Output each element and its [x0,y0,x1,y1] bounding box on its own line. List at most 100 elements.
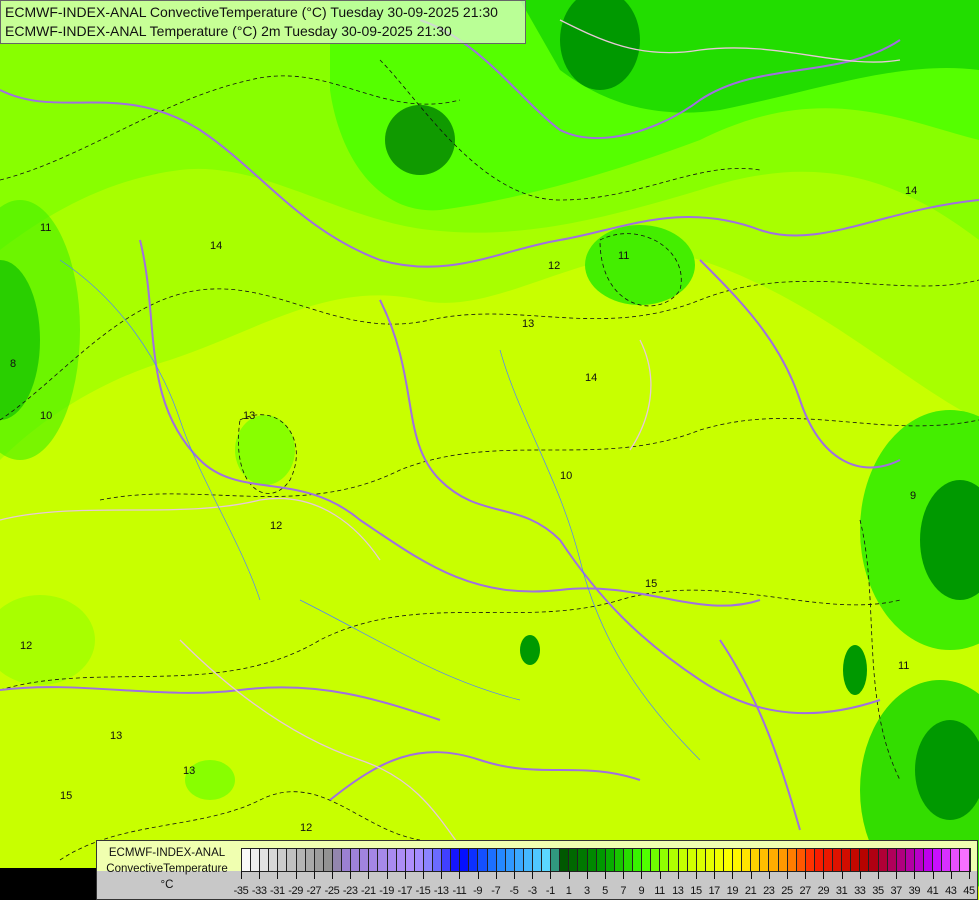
legend-tick-label: 19 [726,885,739,897]
legend-tick [423,871,424,879]
legend-cell [696,849,706,871]
legend-cell [705,849,715,871]
legend-cell [723,849,734,871]
legend-cell [369,849,379,871]
contour-label: 10 [40,410,53,422]
legend-tick [295,871,297,879]
legend-tick [605,871,606,879]
legend-tick [568,871,570,879]
contour-label: 8 [10,358,17,370]
rivers [59,259,701,761]
legend-cell [651,849,661,871]
legend-tick [586,871,588,879]
legend-tick [532,871,534,879]
legend-cell [323,849,333,871]
legend-tick-label: 45 [963,885,975,897]
title-2m-temperature: ECMWF-INDEX-ANAL Temperature (°C) 2m Tue… [5,23,452,39]
legend-cell [387,849,397,871]
legend-cell [305,849,315,871]
legend-tick-label: 7 [620,885,627,897]
legend-cell [814,849,824,871]
legend-cell [278,849,288,871]
legend-cell [423,849,433,871]
legend-cell [687,849,697,871]
legend-tick-label: -5 [509,885,519,897]
legend-cell [924,849,934,871]
contour-label: 9 [910,490,917,502]
legend-tick [259,871,261,879]
legend-tick [805,871,807,879]
legend-tick-label: -19 [379,885,394,897]
legend-cell [914,849,925,871]
legend-cell [605,849,615,871]
legend-cell [542,849,552,871]
legend-model: ECMWF-INDEX-ANAL [108,847,226,859]
contour-label: 11 [898,660,910,672]
legend-tick-label: 27 [799,885,811,897]
legend-cell [587,849,597,871]
legend-tick-label: 35 [872,885,884,897]
legend-tick [441,871,443,879]
legend-cell [487,849,497,871]
legend-cell [442,849,452,871]
legend-tick [241,871,242,879]
legend-tick-label: -27 [306,885,322,897]
legend-tick-label: -9 [473,885,483,897]
legend-cell [896,849,906,871]
legend-cell [496,849,506,871]
legend-tick-label: 43 [945,885,957,897]
contour-label: 13 [522,318,535,330]
legend-tick [696,871,697,879]
legend-tick-label: -33 [251,885,267,897]
legend-cell [533,849,543,871]
legend-cell [414,849,424,871]
legend-tick-label: 41 [926,885,939,897]
corner-fill [0,868,96,900]
legend-cell [733,849,743,871]
legend-cell [432,849,443,871]
legend-tick-label: -25 [324,885,340,897]
legend-tick-label: 17 [708,885,720,897]
legend-tick [641,871,643,879]
contour-label: 15 [60,790,73,802]
legend-cell [405,849,415,871]
legend-cell [269,849,279,871]
legend-cell [951,849,961,871]
legend-tick [404,871,406,879]
legend-cell [805,849,815,871]
title-convective-temperature: ECMWF-INDEX-ANAL ConvectiveTemperature (… [5,4,498,20]
legend-tick [368,871,370,879]
legend-tick [313,871,315,879]
legend-tick-label: 25 [781,885,793,897]
legend-cell [778,849,788,871]
legend-cell [851,849,861,871]
legend-cell [342,849,352,871]
legend-tick [950,871,952,879]
legend-tick-label: 37 [890,885,902,897]
legend-cell [942,849,952,871]
legend-cell [596,849,606,871]
legend-tick-label: -17 [397,885,413,897]
legend-cell [505,849,515,871]
legend-tick-label: -35 [233,885,249,897]
contour-label: 12 [20,640,33,652]
legend-tick-label: 9 [638,885,645,897]
legend-tick-label: 1 [565,885,572,897]
color-legend: ECMWF-INDEX-ANAL ConvectiveTemperature °… [96,840,978,900]
legend-tick-label: -3 [527,885,537,897]
legend-cell [887,849,897,871]
map-title-box: ECMWF-INDEX-ANAL ConvectiveTemperature (… [0,0,526,44]
legend-cell [360,849,370,871]
legend-tick [932,871,934,879]
legend-tick [768,871,770,879]
legend-cell [660,849,670,871]
legend-tick [477,871,479,879]
legend-cell [569,849,579,871]
coastlines [0,19,901,861]
legend-color-cells [241,848,971,872]
legend-cell [296,849,306,871]
legend-cell [905,849,915,871]
legend-cell [614,849,624,871]
contour-label: 14 [585,372,598,384]
contour-lines [0,59,979,861]
